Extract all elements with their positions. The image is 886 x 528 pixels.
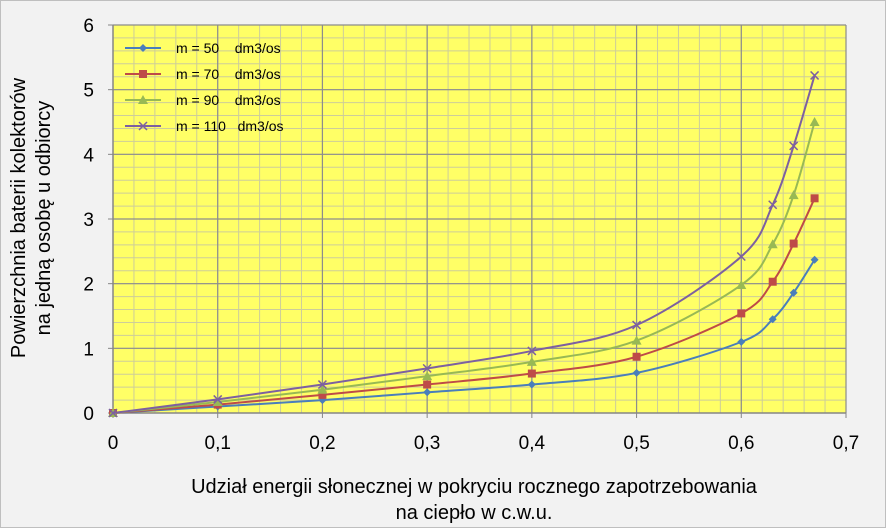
data-point-square [139, 70, 147, 78]
x-tick-label: 0 [108, 433, 119, 454]
data-point-diamond [423, 388, 432, 397]
data-point-square [632, 352, 641, 361]
data-point-x [108, 408, 118, 418]
data-point-square [810, 194, 819, 203]
data-point-x [213, 394, 223, 404]
legend-label: m = 70 dm3/os [176, 66, 281, 82]
data-point-square [423, 380, 432, 389]
data-point-square [789, 239, 798, 248]
data-point-triangle [526, 356, 537, 366]
x-tick-label: 0,3 [414, 433, 440, 454]
y-tick-label: 5 [83, 81, 94, 102]
data-point-triangle [736, 279, 747, 289]
data-point-x [736, 251, 746, 262]
y-tick-label: 2 [83, 275, 94, 296]
data-point-triangle [422, 371, 433, 381]
legend-item: m = 90 dm3/os [125, 92, 281, 108]
data-point-triangle [138, 95, 148, 104]
series-line [112, 259, 816, 414]
data-point-triangle [809, 117, 820, 126]
series-line [112, 75, 816, 414]
legend-label: m = 50 dm3/os [176, 40, 281, 56]
series-line [112, 121, 816, 414]
x-tick-label: 0,1 [205, 433, 231, 454]
legend-label: m = 110 dm3/os [176, 118, 284, 134]
data-point-x [632, 320, 642, 330]
y-axis-title-line2: na jedną osobę u odbiorcy [33, 101, 55, 336]
series-line [112, 197, 816, 414]
data-point-diamond [632, 368, 641, 377]
x-axis-title-line1: Udział energii słonecznej w pokryciu roc… [191, 476, 758, 498]
data-point-square [318, 390, 327, 399]
x-tick-label: 0,6 [728, 433, 754, 454]
y-tick-label: 6 [83, 16, 94, 37]
legend: m = 50 dm3/os m = 70 dm3/os m = 90 dm3/os m… [125, 40, 284, 134]
series-4 [108, 70, 820, 418]
data-point-diamond [789, 288, 798, 297]
data-point-square [768, 277, 777, 286]
data-point-triangle [317, 384, 328, 394]
x-axis-title-line2: na ciepło w c.w.u. [396, 502, 553, 524]
legend-item: m = 110 dm3/os [125, 118, 284, 134]
data-point-x [810, 70, 820, 80]
legend-item: m = 70 dm3/os [125, 66, 281, 82]
data-point-diamond [737, 337, 746, 346]
x-tick-label: 0,4 [519, 433, 546, 454]
x-tick-label: 0,7 [833, 433, 859, 454]
legend-label: m = 90 dm3/os [176, 92, 281, 108]
y-axis-title-line1: Powierzchnia baterii kolektorów [8, 77, 30, 358]
data-point-triangle [212, 397, 223, 407]
data-point-square [737, 309, 746, 318]
y-tick-label: 0 [83, 404, 94, 425]
data-point-x [527, 346, 537, 356]
y-tick-label: 3 [83, 210, 94, 231]
data-point-x [789, 141, 799, 151]
data-point-diamond [527, 380, 536, 389]
data-point-x [138, 121, 148, 131]
data-point-x [768, 200, 778, 210]
data-point-square [527, 369, 536, 378]
data-point-triangle [631, 335, 642, 345]
data-point-x [422, 363, 432, 373]
x-tick-label: 0,2 [309, 433, 335, 454]
legend-item: m = 50 dm3/os [125, 40, 281, 56]
y-tick-label: 4 [83, 145, 94, 166]
data-point-triangle [767, 239, 778, 249]
data-point-x [317, 380, 327, 390]
y-tick-label: 1 [83, 339, 94, 360]
data-point-diamond [810, 255, 819, 264]
data-point-triangle [788, 190, 799, 200]
x-tick-label: 0,5 [623, 433, 649, 454]
major-grid [113, 24, 847, 413]
data-point-diamond [139, 44, 147, 52]
data-point-diamond [768, 315, 777, 324]
